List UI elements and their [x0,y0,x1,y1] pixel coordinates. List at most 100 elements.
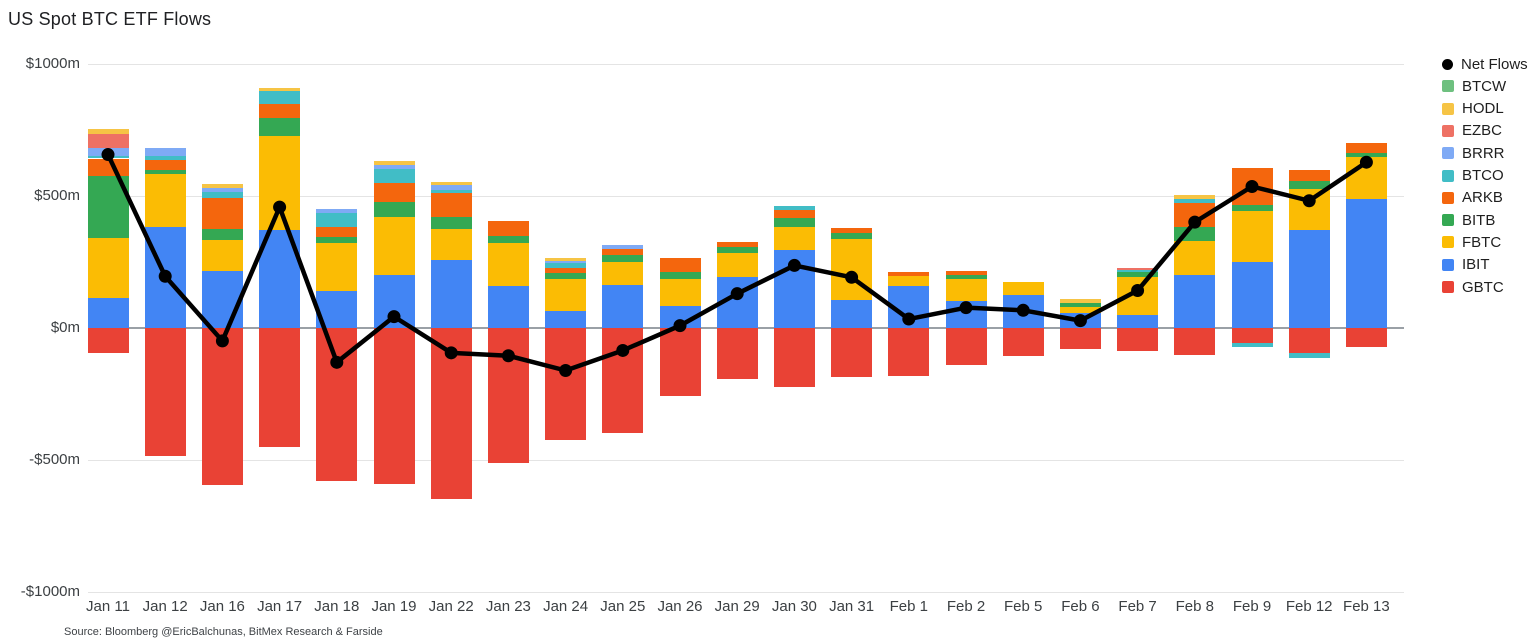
bar-segment-ibit-jan-26 [659,306,701,328]
bar-segment-brrr-jan-19 [373,165,415,170]
bar-segment-brrr-jan-25 [602,245,644,249]
bar-segment-bitb-jan-24 [545,273,587,279]
x-tick-label: Feb 13 [1343,598,1390,615]
bar-segment-hodl-feb-8 [1174,195,1216,200]
bar-segment-arkb-jan-16 [201,197,243,229]
gridline-1000 [88,63,1404,65]
x-tick-label: Jan 30 [771,598,817,615]
x-tick-label: Feb 7 [1118,598,1157,615]
bar-segment-fbtc-jan-16 [201,240,243,271]
bar-segment-gbtc-jan-31 [831,328,873,378]
bar-segment-hodl-jan-17 [259,88,301,91]
bar-segment-bitb-feb-6 [1059,303,1101,307]
x-tick-label: Feb 12 [1285,598,1333,615]
bar-segment-ibit-feb-8 [1174,275,1216,328]
bar-segment-ibit-jan-17 [259,229,301,328]
bar-segment-btco-jan-22 [430,190,472,193]
bar-segment-ezbc-feb-7 [1117,267,1159,271]
bar-segment-ibit-jan-31 [831,299,873,328]
bar-segment-hodl-jan-16 [201,184,243,189]
bar-segment-ibit-jan-16 [201,270,243,328]
bar-segment-bitb-jan-18 [316,236,358,244]
bar-segment-brrr-jan-18 [316,208,358,213]
legend-item-btco: BTCO [1442,167,1504,184]
bar-segment-fbtc-feb-13 [1345,157,1387,200]
bar-segment-arkb-jan-29 [716,242,758,247]
y-tick-label: $500m [34,187,80,204]
bar-segment-arkb-jan-31 [831,227,873,233]
bar-segment-gbtc-feb-7 [1117,328,1159,351]
bar-segment-btco-jan-24 [545,263,587,268]
bar-segment-ibit-feb-1 [888,285,930,328]
bar-segment-arkb-feb-13 [1345,143,1387,154]
legend-swatch-icon [1442,80,1454,93]
x-tick-label: Feb 6 [1061,598,1100,615]
legend-label: EZBC [1462,122,1503,140]
x-tick-label: Jan 26 [657,598,703,615]
bar-segment-gbtc-jan-17 [259,328,301,448]
x-tick-label: Feb 5 [1004,598,1043,615]
legend-swatch-icon [1442,169,1454,182]
bar-segment-bitb-jan-11 [87,175,129,238]
legend-item-gbtc: GBTC [1442,278,1504,296]
x-tick-label: Feb 2 [946,598,986,615]
legend-label: GBTC [1462,278,1504,296]
bar-segment-ibit-jan-25 [602,285,644,328]
legend-swatch-icon [1442,124,1454,137]
bar-segment-gbtc-feb-13 [1345,328,1387,347]
bar-segment-ibit-jan-22 [430,260,472,328]
bar-segment-fbtc-jan-11 [87,237,129,299]
source-note: Source: Bloomberg @EricBalchunas, BitMex… [64,626,383,638]
bar-segment-hodl-jan-19 [373,160,415,166]
bar-segment-bitb-jan-25 [602,255,644,262]
bar-segment-bitb-jan-22 [430,216,472,230]
y-tick-label: $0m [50,319,80,336]
bar-segment-arkb-feb-9 [1231,167,1273,205]
bar-segment-gbtc-jan-18 [316,328,358,482]
bar-segment-bitb-feb-13 [1345,153,1387,158]
bar-segment-brrr-jan-11 [87,148,129,156]
bar-segment-fbtc-jan-26 [659,278,701,307]
bar-segment-btco-feb-8 [1174,199,1216,204]
bar-segment-gbtc-jan-29 [716,328,758,380]
y-tick-label: -$1000m [20,583,80,600]
x-tick-label: Jan 11 [86,598,130,615]
bar-segment-gbtc-jan-30 [773,328,815,388]
bar-segment-arkb-jan-26 [659,258,701,273]
bar-segment-bitb-jan-29 [716,246,758,254]
bar-segment-fbtc-jan-30 [773,226,815,251]
bar-segment-fbtc-feb-2 [945,279,987,301]
legend-label: BTCW [1462,77,1507,95]
bar-segment-bitb-jan-30 [773,217,815,227]
bar-segment-gbtc-jan-22 [430,328,472,500]
bar-segment-ibit-feb-7 [1117,314,1159,328]
bar-segment-ibit-jan-29 [716,276,758,328]
bar-segment-ibit-jan-24 [545,311,587,328]
bar-segment-fbtc-jan-17 [259,136,301,230]
x-tick-label: Jan 12 [142,598,188,615]
bar-segment-fbtc-feb-5 [1002,282,1044,295]
chart-title: US Spot BTC ETF Flows [8,9,212,29]
bar-segment-bitb-jan-17 [259,118,301,137]
legend-label: Net Flows [1461,55,1528,73]
legend-item-arkb: ARKB [1442,189,1503,206]
bar-segment-arkb-feb-2 [945,270,987,276]
legend-swatch-icon [1442,214,1454,227]
bar-segment-bitb-feb-12 [1288,181,1330,190]
legend-swatch-icon [1442,191,1454,204]
y-tick-label: -$500m [29,451,80,468]
bar-segment-hodl-jan-11 [87,129,129,135]
bar-segment-fbtc-feb-12 [1288,189,1330,230]
bar-segment-arkb-jan-19 [373,183,415,202]
x-tick-label: Jan 18 [314,598,360,615]
x-tick-label: Jan 17 [257,598,303,615]
bar-segment-fbtc-jan-19 [373,217,415,275]
x-tick-label: Jan 16 [199,598,245,615]
legend-item-btcw: BTCW [1442,77,1507,95]
bar-segment-gbtc-feb-1 [888,328,930,376]
legend-item-fbtc: FBTC [1442,234,1501,251]
bar-segment-ibit-jan-23 [487,286,529,328]
x-tick-label: Jan 29 [714,598,760,615]
bar-segment-fbtc-feb-7 [1117,277,1159,315]
bar-segment-gbtc-jan-12 [144,328,186,457]
